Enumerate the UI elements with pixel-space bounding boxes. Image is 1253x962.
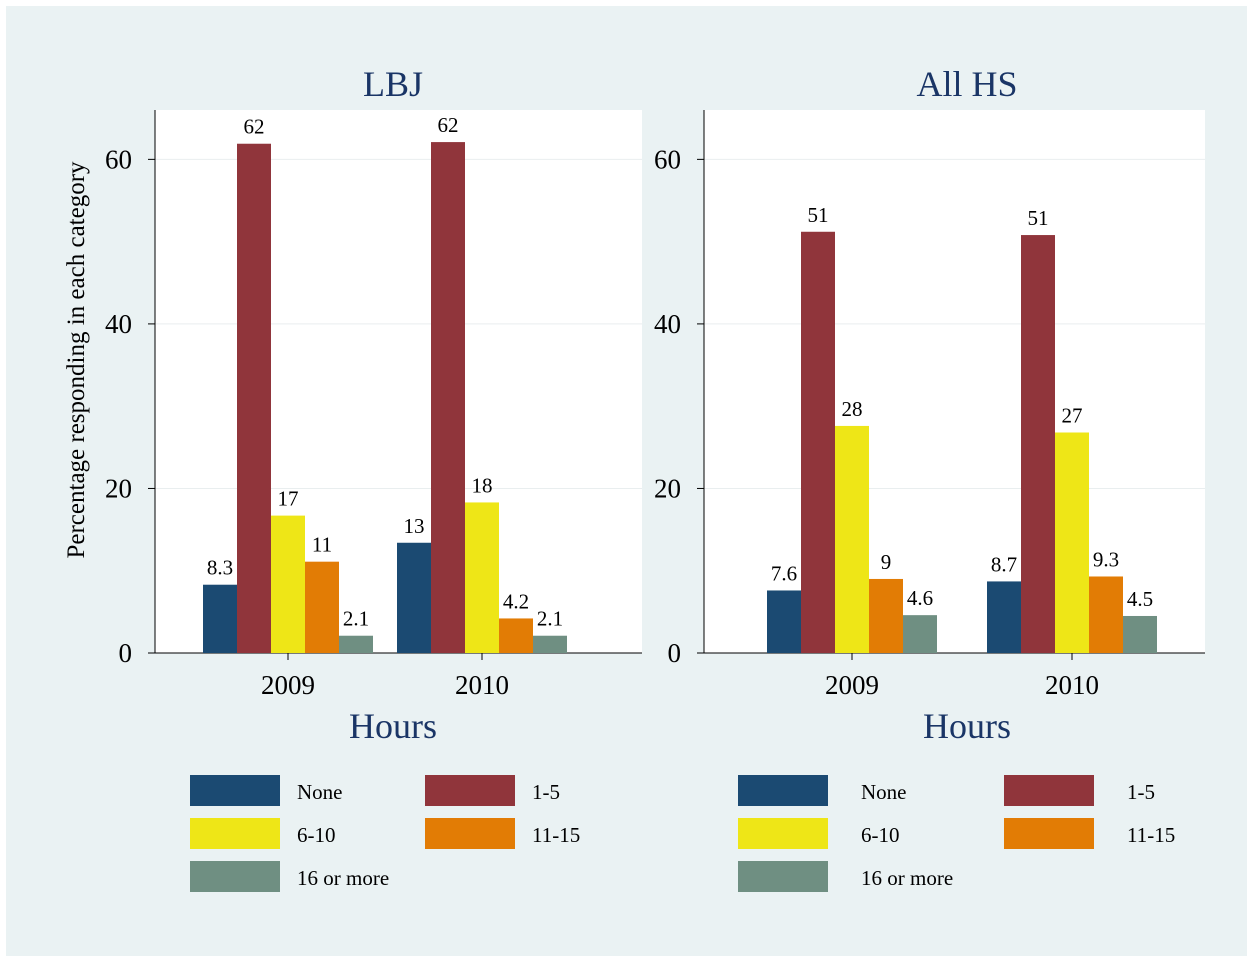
panel1-legend-swatch: [425, 818, 515, 849]
panel2-legend-swatch: [738, 818, 828, 849]
panel1-bar: [465, 502, 499, 653]
panel2-bar-value-label: 27: [1062, 404, 1083, 428]
panel2-legend-label: 11-15: [1127, 823, 1175, 847]
panel1-bar: [431, 142, 465, 653]
panel1-bar-value-label: 4.2: [503, 589, 529, 613]
panel1-legend-swatch: [190, 861, 280, 892]
panel2-legend-swatch: [1004, 775, 1094, 806]
panel1-legend-label: 16 or more: [297, 866, 389, 890]
panel2-x-tick-label: 2009: [825, 670, 879, 700]
panel1-bar: [499, 618, 533, 653]
panel2-bar-value-label: 9: [881, 550, 892, 574]
panel2-bar: [767, 590, 801, 653]
panel2-y-tick-label: 40: [654, 309, 681, 339]
panel1-bar-value-label: 8.3: [207, 556, 233, 580]
panel1-bar-value-label: 62: [438, 113, 459, 137]
panel1-bar-value-label: 18: [472, 473, 493, 497]
panel1-legend-label: 11-15: [532, 823, 580, 847]
panel2-bar-value-label: 51: [808, 203, 829, 227]
panel1-legend-label: None: [297, 780, 343, 804]
panel2-legend-swatch: [738, 775, 828, 806]
panel1-legend-swatch: [190, 775, 280, 806]
panel2-x-tick-label: 2010: [1045, 670, 1099, 700]
panel2-bar: [801, 231, 835, 653]
panel1-legend-swatch: [190, 818, 280, 849]
panel2-bar: [835, 425, 869, 653]
panel2-y-tick-label: 60: [654, 144, 681, 174]
panel2-bar: [869, 578, 903, 653]
panel1-bar: [305, 561, 339, 653]
panel1-y-tick-label: 40: [105, 309, 132, 339]
panel1-legend-swatch: [425, 775, 515, 806]
panel2-chart-title: All HS: [916, 64, 1017, 104]
panel2-bar: [1123, 615, 1157, 653]
panel2-legend-label: 16 or more: [861, 866, 953, 890]
panel2-plot-area: [704, 110, 1205, 653]
panel1-y-tick-label: 60: [105, 144, 132, 174]
panel1-bar: [237, 143, 271, 653]
panel2-y-tick-label: 20: [654, 473, 681, 503]
panel2-bar-value-label: 4.5: [1127, 587, 1153, 611]
panel1-bar: [271, 515, 305, 653]
panel1-x-tick-label: 2010: [455, 670, 509, 700]
panel2-bar: [1021, 235, 1055, 653]
panel1-bar: [203, 584, 237, 653]
panel2-x-axis-label: Hours: [923, 706, 1011, 746]
panel2-y-tick-label: 0: [668, 638, 682, 668]
panel2-legend-swatch: [738, 861, 828, 892]
panel1-bar: [339, 635, 373, 653]
panel2-legend-swatch: [1004, 818, 1094, 849]
panel1-legend-label: 1-5: [532, 780, 560, 804]
panel2-legend-label: 1-5: [1127, 780, 1155, 804]
panel2-bar-value-label: 51: [1028, 206, 1049, 230]
panel2-bar: [987, 581, 1021, 653]
panel1-bar-value-label: 17: [278, 487, 299, 511]
panel2-bar-value-label: 8.7: [991, 552, 1017, 576]
panel1-chart-title: LBJ: [363, 64, 423, 104]
panel1-bar-value-label: 62: [244, 115, 265, 139]
panel1-bar: [533, 635, 567, 653]
panel1-bar-value-label: 2.1: [343, 607, 369, 631]
panel1-y-tick-label: 20: [105, 473, 132, 503]
panel2-bar-value-label: 9.3: [1093, 547, 1119, 571]
panel2-bar: [1055, 432, 1089, 653]
panel2-bar: [903, 615, 937, 653]
panel2-legend-label: None: [861, 780, 907, 804]
panel2-bar-value-label: 4.6: [907, 586, 933, 610]
panel1-legend-label: 6-10: [297, 823, 336, 847]
panel2-bar: [1089, 576, 1123, 653]
panel2-legend-label: 6-10: [861, 823, 900, 847]
panel2-bar-value-label: 28: [842, 397, 863, 421]
panel1-y-tick-label: 0: [119, 638, 133, 668]
panel1-x-tick-label: 2009: [261, 670, 315, 700]
panel1-bar-value-label: 2.1: [537, 607, 563, 631]
panel1-bar-value-label: 13: [404, 514, 425, 538]
y-axis-label: Percentage responding in each category: [63, 161, 90, 559]
panel1-x-axis-label: Hours: [349, 706, 437, 746]
panel1-bar: [397, 542, 431, 653]
panel1-bar-value-label: 11: [312, 533, 332, 557]
panel2-bar-value-label: 7.6: [771, 561, 797, 585]
